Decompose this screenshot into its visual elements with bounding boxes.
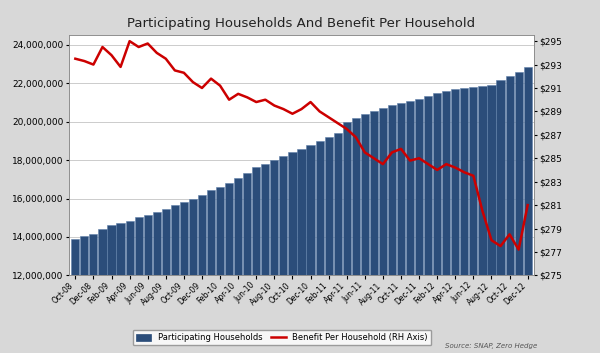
Title: Participating Households And Benefit Per Household: Participating Households And Benefit Per… xyxy=(127,17,476,30)
Bar xyxy=(280,156,287,353)
Bar xyxy=(98,229,107,353)
Bar xyxy=(225,183,233,353)
Bar xyxy=(189,198,197,353)
Bar xyxy=(496,80,505,353)
Bar xyxy=(162,209,170,353)
Bar xyxy=(460,88,469,353)
Bar xyxy=(515,72,523,353)
Bar xyxy=(171,205,179,353)
Bar xyxy=(198,195,206,353)
Bar xyxy=(469,87,478,353)
Bar xyxy=(406,101,414,353)
Bar xyxy=(307,145,314,353)
Bar xyxy=(234,178,242,353)
Bar xyxy=(270,160,278,353)
Bar xyxy=(216,187,224,353)
Bar xyxy=(506,76,514,353)
Text: Source: SNAP, Zero Hedge: Source: SNAP, Zero Hedge xyxy=(445,343,537,349)
Bar xyxy=(524,67,532,353)
Bar xyxy=(289,152,296,353)
Bar xyxy=(316,141,323,353)
Bar xyxy=(451,89,460,353)
Bar xyxy=(370,111,378,353)
Bar xyxy=(207,190,215,353)
Bar xyxy=(361,114,369,353)
Bar xyxy=(334,133,342,353)
Bar xyxy=(442,91,451,353)
Bar xyxy=(71,239,79,353)
Bar xyxy=(116,222,125,353)
Bar xyxy=(252,167,260,353)
Bar xyxy=(352,118,360,353)
Bar xyxy=(478,86,487,353)
Bar xyxy=(415,99,423,353)
Bar xyxy=(89,234,97,353)
Bar xyxy=(107,226,116,353)
Bar xyxy=(80,236,88,353)
Bar xyxy=(261,164,269,353)
Bar xyxy=(125,221,134,353)
Bar xyxy=(487,85,496,353)
Bar xyxy=(379,108,387,353)
Legend: Participating Households, Benefit Per Household (RH Axis): Participating Households, Benefit Per Ho… xyxy=(133,330,431,345)
Bar xyxy=(424,96,432,353)
Bar xyxy=(152,212,161,353)
Bar xyxy=(325,137,333,353)
Bar xyxy=(343,122,351,353)
Bar xyxy=(143,215,152,353)
Bar xyxy=(243,173,251,353)
Bar xyxy=(134,217,143,353)
Bar xyxy=(180,202,188,353)
Bar xyxy=(298,149,305,353)
Bar xyxy=(433,93,441,353)
Bar xyxy=(397,102,405,353)
Bar xyxy=(388,106,396,353)
